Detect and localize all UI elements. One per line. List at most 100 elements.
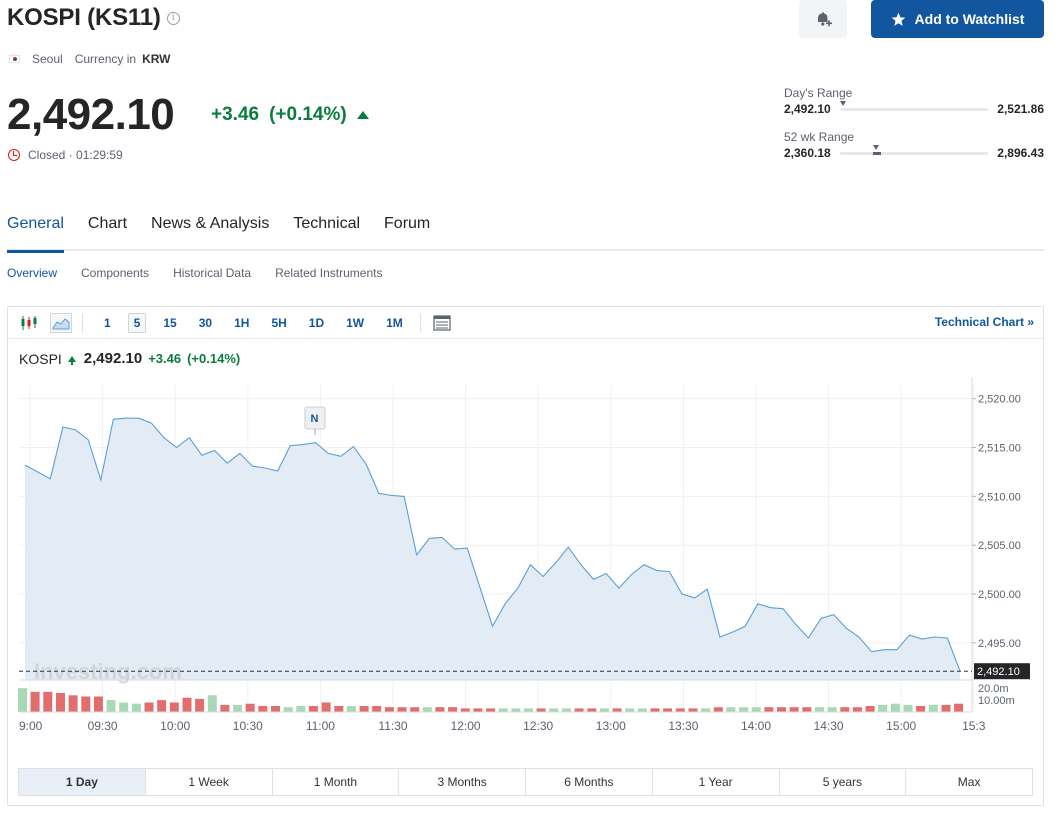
market-status: Closed · 01:29:59 — [8, 148, 123, 162]
x-tick-label: 11:00 — [306, 719, 335, 733]
volume-bar — [536, 708, 546, 712]
candlestick-icon[interactable] — [18, 313, 40, 333]
volume-bar — [827, 707, 837, 712]
y-tick-label: 2,515.00 — [978, 443, 1021, 455]
volume-bar — [815, 707, 824, 712]
subtab-related-instruments[interactable]: Related Instruments — [275, 266, 383, 280]
price-change: +3.46 (+0.14%) — [211, 104, 369, 126]
volume-bar — [549, 708, 559, 712]
info-icon[interactable]: i — [166, 11, 180, 25]
market-location: Seoul — [32, 52, 63, 66]
period-selector: 1 Day 1 Week 1 Month 3 Months 6 Months 1… — [18, 768, 1033, 796]
timeframe-1d[interactable]: 1D — [308, 315, 325, 330]
day-range-label: Day's Range — [784, 86, 853, 100]
volume-bar — [271, 706, 280, 712]
timeframe-5[interactable]: 5 — [127, 312, 147, 333]
star-icon — [891, 12, 905, 26]
subtab-overview[interactable]: Overview — [7, 266, 58, 280]
timeframe-1w[interactable]: 1W — [346, 315, 365, 330]
volume-bar — [93, 696, 103, 712]
volume-bar — [562, 708, 571, 712]
triangle-up-icon — [356, 111, 369, 119]
timeframe-1[interactable]: 1 — [104, 315, 111, 330]
period-max[interactable]: Max — [957, 775, 981, 789]
volume-bar — [852, 707, 862, 712]
volume-bar — [587, 708, 597, 712]
volume-bar — [359, 706, 369, 712]
volume-bar — [473, 708, 483, 712]
volume-bar — [384, 707, 394, 712]
currency-value: KRW — [142, 52, 171, 66]
change-value: +3.46 — [211, 104, 260, 125]
area-chart-icon[interactable] — [50, 312, 72, 333]
week52-range-bar — [839, 144, 989, 155]
technical-chart-link[interactable]: Technical Chart » — [934, 315, 1034, 329]
period-6-months[interactable]: 6 Months — [526, 769, 653, 795]
period-1-day[interactable]: 1 Day — [19, 769, 146, 795]
volume-bar — [637, 708, 647, 712]
tab-chart[interactable]: Chart — [87, 215, 128, 232]
volume-bar — [726, 707, 736, 712]
timeframe-15[interactable]: 15 — [163, 315, 177, 330]
y-tick-label: 2,520.00 — [978, 394, 1021, 406]
volume-bar — [625, 708, 635, 712]
chart-toolbar: 1 5 15 30 1H 5H 1D 1W 1M Technical Chart… — [8, 307, 1043, 339]
period-5-years[interactable]: 5 years — [780, 769, 907, 795]
subtab-components[interactable]: Components — [81, 266, 150, 280]
price-chart[interactable]: 2,520.00 2,515.00 2,510.00 2,505.00 2,500.00… — [8, 307, 1043, 767]
create-alert-button[interactable] — [799, 0, 847, 38]
x-tick-label: 09:30 — [88, 719, 118, 733]
period-1-year[interactable]: 1 Year — [653, 769, 780, 795]
volume-bar — [195, 698, 205, 712]
price-line — [24, 417, 961, 672]
timeframe-30[interactable]: 30 — [198, 315, 213, 330]
period-3-months[interactable]: 3 Months — [399, 769, 526, 795]
day-range: Day's Range 2,492.10 2,521.86 — [784, 86, 1044, 116]
timeframe-1h[interactable]: 1H — [234, 315, 250, 330]
add-to-watchlist-button[interactable]: Add to Watchlist — [871, 0, 1044, 38]
x-tick-label: 9:00 — [19, 719, 43, 733]
volume-bar — [435, 707, 445, 712]
volume-bar — [182, 697, 192, 712]
volume-bar — [334, 706, 344, 712]
volume-bar — [448, 707, 458, 712]
period-1-week[interactable]: 1 Week — [146, 769, 273, 795]
timeframe-1m[interactable]: 1M — [386, 315, 403, 330]
x-tick-label: 13:00 — [596, 719, 626, 733]
x-tick-label: 13:30 — [668, 719, 698, 733]
arrow-up-icon — [67, 355, 76, 365]
instrument-title-row: KOSPI (KS11) i — [7, 4, 180, 32]
legend-value: 2,492.10 — [83, 350, 143, 367]
week52-range-marker — [873, 144, 880, 150]
x-tick-label: 11:30 — [378, 719, 407, 733]
volume-bar — [397, 707, 407, 712]
tab-forum[interactable]: Forum — [384, 215, 431, 232]
volume-bar — [410, 707, 420, 712]
volume-bar — [498, 708, 508, 712]
volume-bar — [675, 708, 685, 712]
x-tick-label: 14:30 — [814, 719, 844, 733]
volume-bar — [56, 693, 65, 712]
volume-bar — [321, 702, 331, 712]
y-tick-label: 2,510.00 — [978, 491, 1021, 503]
table-icon[interactable] — [431, 313, 453, 333]
tab-general[interactable]: General — [7, 207, 64, 253]
volume-bar — [916, 706, 926, 712]
volume-bar — [701, 708, 711, 712]
subtab-historical-data[interactable]: Historical Data — [173, 266, 252, 280]
volume-bar — [422, 707, 432, 712]
period-1-month[interactable]: 1 Month — [273, 769, 400, 795]
sub-tabs: Overview Components Historical Data Rela… — [7, 266, 382, 280]
market-meta: Seoul Currency in KRW — [9, 52, 171, 66]
volume-bar — [865, 706, 875, 712]
tab-technical[interactable]: Technical — [293, 215, 361, 232]
volume-tick-label: 20.0m — [978, 683, 1009, 695]
volume-bar — [460, 708, 470, 712]
watchlist-label: Add to Watchlist — [914, 11, 1025, 27]
tab-news-analysis[interactable]: News & Analysis — [151, 215, 270, 232]
volume-bar — [81, 696, 91, 712]
volume-bar — [30, 691, 40, 712]
volume-bar — [68, 695, 78, 712]
volume-bar — [713, 707, 723, 712]
timeframe-5h[interactable]: 5H — [271, 315, 287, 330]
